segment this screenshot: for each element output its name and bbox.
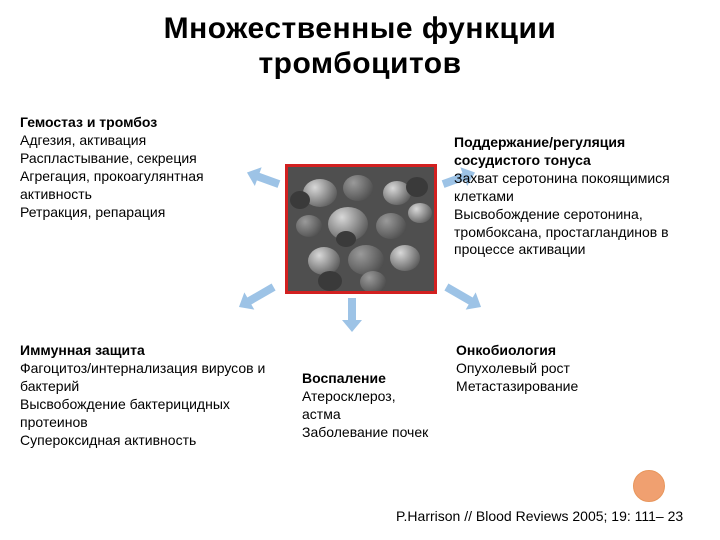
body-onco: Опухолевый ростМетастазирование (456, 360, 578, 394)
citation: P.Harrison // Blood Reviews 2005; 19: 11… (396, 508, 683, 524)
block-immune: Иммунная защита Фагоцитоз/интернализация… (20, 342, 266, 449)
heading-onco: Онкобиология (456, 342, 556, 358)
arrow-bottom-right (432, 266, 492, 326)
body-tone: Захват серотонина покоящимися клеткамиВы… (454, 170, 670, 258)
body-immune: Фагоцитоз/интернализация вирусов и бакте… (20, 360, 265, 448)
arrow-bottom-center (330, 294, 374, 338)
title-line1: Множественные функции (164, 12, 557, 45)
block-onco: Онкобиология Опухолевый ростМетастазиров… (456, 342, 636, 396)
heading-inflammation: Воспаление (302, 370, 386, 386)
block-tone: Поддержание/регуляция сосудистого тонуса… (454, 134, 704, 259)
block-inflammation: Воспаление Атеросклероз, астмаЗаболевани… (302, 370, 432, 442)
heading-hemostasis: Гемостаз и тромбоз (20, 114, 157, 130)
title-line2: тромбоцитов (258, 47, 461, 80)
body-hemostasis: Адгезия, активацияРаспластывание, секрец… (20, 132, 204, 220)
heading-immune: Иммунная защита (20, 342, 145, 358)
slide-title: Множественные функции тромбоцитов (0, 12, 720, 81)
heading-tone: Поддержание/регуляция сосудистого тонуса (454, 134, 625, 168)
arrow-top-left (234, 150, 290, 206)
center-image (285, 164, 437, 294)
block-hemostasis: Гемостаз и тромбоз Адгезия, активацияРас… (20, 114, 230, 221)
slide-marker-dot (633, 470, 665, 502)
slide: Множественные функции тромбоцитов Гемост… (0, 0, 720, 540)
arrow-bottom-left (228, 266, 288, 326)
body-inflammation: Атеросклероз, астмаЗаболевание почек (302, 388, 428, 440)
